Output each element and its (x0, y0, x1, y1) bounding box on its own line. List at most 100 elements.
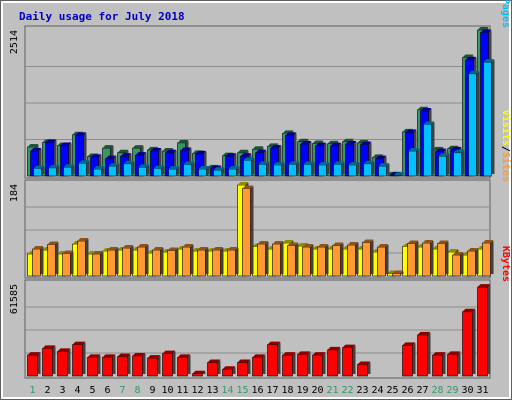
bar-top (48, 164, 60, 168)
bar-top (447, 351, 461, 355)
bar-files-day-19 (300, 141, 312, 177)
bar-pages-day-10 (168, 166, 180, 177)
day-label-11: 11 (176, 385, 188, 396)
bar-face (348, 164, 357, 177)
bar-top (105, 155, 117, 159)
bar-face (32, 248, 41, 277)
bar-kbytes-day-12 (192, 370, 206, 377)
bar-top (243, 157, 255, 161)
bar-face (468, 73, 477, 177)
bar-sites-day-1 (32, 246, 44, 277)
bar-top (273, 161, 285, 165)
bar-face (303, 164, 312, 177)
bar-top (447, 249, 459, 252)
day-label-10: 10 (161, 385, 173, 396)
bar-top (342, 344, 356, 348)
bar-sites-day-12 (197, 247, 209, 277)
bar-top (177, 354, 191, 358)
y-max-label: 2514 (9, 30, 20, 54)
bar-top (437, 240, 449, 244)
bar-top (207, 359, 221, 363)
bar-sites-day-20 (317, 244, 329, 277)
bar-top (462, 308, 476, 312)
bar-top (417, 331, 431, 335)
bar-top (102, 145, 114, 149)
bar-face (212, 249, 221, 277)
bar-face (152, 249, 161, 277)
bar-kbytes-day-3 (57, 348, 71, 377)
bar-face (237, 362, 248, 377)
bar-face (357, 364, 368, 377)
bar-top (477, 284, 491, 288)
bar-kbytes-day-6 (102, 354, 116, 377)
bar-top (237, 149, 249, 153)
bar-top (297, 351, 311, 355)
bar-pages-day-29 (453, 149, 465, 177)
day-label-21: 21 (326, 385, 338, 396)
bar-kbytes-day-9 (147, 355, 161, 377)
bar-face (213, 169, 222, 177)
day-label-1: 1 (29, 385, 35, 396)
legend-separator: / (500, 146, 511, 152)
bar-pages-day-17 (273, 161, 285, 177)
bar-top (258, 161, 270, 165)
bar-sites-day-2 (47, 241, 59, 277)
day-label-12: 12 (191, 385, 203, 396)
day-label-25: 25 (386, 385, 398, 396)
bar-face (123, 163, 132, 177)
bar-top (152, 247, 164, 250)
series-kbytes (27, 284, 491, 377)
bar-face (48, 167, 57, 177)
bar-top (300, 141, 312, 145)
bar-top (270, 145, 282, 149)
bar-kbytes-day-11 (177, 354, 191, 377)
bar-face (422, 242, 431, 277)
bar-face (107, 249, 116, 277)
bar-sites-day-23 (362, 239, 374, 277)
y-max-label: 184 (9, 184, 20, 202)
chart-title: Daily usage for July 2018 (19, 10, 185, 23)
bar-pages-day-25 (393, 172, 405, 177)
bar-top (167, 247, 179, 251)
x-axis-day-labels: 1 2 3 4 5 6 7 8 9 10 11 12 13 14 15 16 17 18 19 20 21 22 23 24 2… (29, 385, 488, 396)
bar-top (122, 245, 134, 248)
bar-face (77, 240, 86, 277)
bar-face (482, 242, 491, 277)
bar-face (447, 354, 458, 377)
bar-top (402, 342, 416, 346)
bar-top (177, 139, 189, 143)
day-label-20: 20 (311, 385, 323, 396)
bar-sites-day-17 (272, 241, 284, 277)
bar-top (198, 166, 210, 170)
bar-face (198, 168, 207, 177)
bar-sites-day-21 (332, 242, 344, 277)
bar-pages-day-31 (483, 59, 495, 177)
bar-top (168, 166, 180, 170)
day-label-31: 31 (476, 385, 488, 396)
bar-pages-day-12 (198, 166, 210, 177)
day-label-23: 23 (356, 385, 368, 396)
day-label-5: 5 (89, 385, 95, 396)
bar-face (42, 348, 53, 377)
bar-top (137, 244, 149, 247)
day-label-4: 4 (74, 385, 80, 396)
bar-sites-day-25 (392, 270, 404, 277)
bar-top (237, 359, 251, 363)
bar-top (92, 251, 104, 254)
bar-pages-day-13 (213, 167, 225, 177)
day-label-29: 29 (446, 385, 458, 396)
bar-top (315, 142, 327, 146)
bar-top (240, 153, 252, 157)
bar-top (195, 150, 207, 154)
bar-top (287, 242, 299, 246)
bar-kbytes-day-17 (267, 341, 281, 377)
day-label-28: 28 (431, 385, 443, 396)
bar-pages-day-8 (138, 164, 150, 177)
bar-face (438, 155, 447, 177)
bar-face (312, 354, 323, 377)
bar-face (102, 357, 113, 377)
bar-face (87, 357, 98, 377)
bar-pages-day-19 (303, 161, 315, 177)
bar-pages-day-26 (408, 148, 420, 177)
